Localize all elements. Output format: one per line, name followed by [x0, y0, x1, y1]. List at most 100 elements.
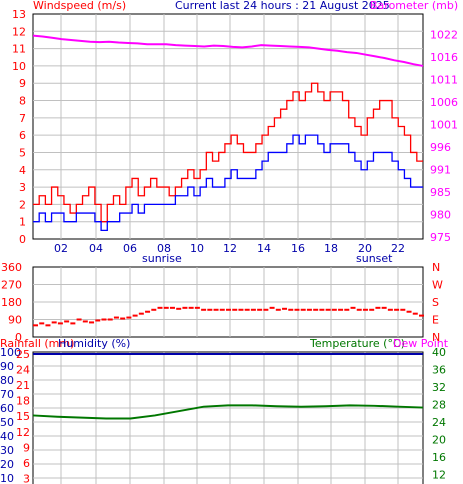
hour-tick: 12 — [223, 242, 237, 255]
direction-degree-tick: 0 — [15, 331, 22, 344]
hour-tick: 20 — [358, 242, 372, 255]
direction-point — [107, 318, 113, 321]
compass-tick: N — [432, 331, 440, 344]
humidity-axis-title: Humidity (%) — [58, 337, 130, 350]
direction-degree-labels: 0 90 180 270 360 — [1, 261, 22, 344]
compass-tick: W — [432, 279, 443, 292]
direction-point — [419, 314, 424, 317]
direction-point — [331, 308, 337, 311]
direction-point — [325, 308, 331, 311]
rain-tick: 6 — [23, 457, 30, 470]
direction-point — [207, 308, 213, 311]
windspeed-axis-title: Windspeed (m/s) — [33, 0, 126, 12]
direction-point — [406, 310, 412, 313]
barometer-tick: 1006 — [430, 96, 458, 109]
hour-tick: 16 — [291, 242, 305, 255]
hour-tick: 22 — [391, 242, 405, 255]
temperature-tick: 16 — [432, 451, 446, 464]
barometer-tick: 975 — [430, 231, 451, 244]
barometer-tick: 1022 — [430, 29, 458, 42]
compass-tick: S — [432, 296, 439, 309]
temperature-series — [32, 353, 424, 420]
direction-point — [350, 306, 356, 309]
direction-point — [120, 317, 126, 320]
direction-degree-tick: 270 — [1, 279, 22, 292]
direction-point — [157, 306, 163, 309]
direction-point — [275, 308, 281, 311]
barometer-tick: 985 — [430, 186, 451, 199]
direction-point — [45, 324, 51, 327]
barometer-tick: 996 — [430, 141, 451, 154]
rain-tick: 9 — [23, 441, 30, 454]
direction-point — [387, 308, 393, 311]
temperature-panel-grid — [33, 352, 423, 484]
direction-point — [226, 308, 231, 311]
barometer-tick-labels: 975 980 985 991 996 1001 1006 1011 1016 1022 — [430, 29, 458, 245]
hour-tick: 04 — [89, 242, 103, 255]
hour-tick: 08 — [157, 242, 171, 255]
direction-point — [263, 308, 269, 311]
rain-tick: 15 — [16, 410, 30, 423]
rainfall-axis-title: Rainfall (mm) — [0, 337, 74, 350]
direction-point — [288, 308, 294, 311]
direction-point — [126, 316, 132, 319]
direction-point — [219, 308, 225, 311]
windspeed-tick: 13 — [12, 8, 26, 21]
windspeed-tick: 2 — [19, 198, 26, 211]
sunrise-label: sunrise — [142, 252, 182, 265]
direction-point — [319, 308, 325, 311]
windspeed-tick: 3 — [19, 181, 26, 194]
windspeed-tick: 0 — [19, 233, 26, 246]
wind-speed-line — [33, 82, 423, 223]
humidity-tick: 60 — [0, 402, 14, 415]
rain-tick: 3 — [23, 472, 30, 484]
barometer-tick: 1001 — [430, 119, 458, 132]
direction-point — [300, 308, 306, 311]
direction-point — [70, 322, 76, 325]
windspeed-tick: 10 — [12, 60, 26, 73]
direction-point — [338, 308, 344, 311]
direction-point — [51, 321, 57, 324]
hour-tick-labels: 02 04 06 08 10 12 14 16 18 20 22 — [54, 242, 405, 255]
direction-panel-grid — [33, 267, 423, 337]
direction-point — [257, 308, 263, 311]
barometer-tick: 991 — [430, 164, 451, 177]
chart-title: Current last 24 hours : 21 August 2025 — [175, 0, 390, 12]
direction-point — [151, 308, 157, 311]
hour-tick: 02 — [54, 242, 68, 255]
dew-point-axis-title: Dew Point — [393, 337, 449, 350]
direction-point — [64, 320, 70, 323]
barometer-tick: 1011 — [430, 74, 458, 87]
barometer-tick: 1016 — [430, 51, 458, 64]
direction-point — [313, 308, 319, 311]
direction-point — [400, 308, 406, 311]
direction-point — [306, 308, 312, 311]
direction-point — [145, 310, 151, 313]
hour-tick: 10 — [190, 242, 204, 255]
temperature-tick: 32 — [432, 381, 446, 394]
direction-point — [138, 312, 144, 315]
windspeed-tick: 12 — [12, 25, 26, 38]
direction-point — [194, 306, 200, 309]
direction-point — [89, 321, 95, 324]
direction-point — [356, 308, 362, 311]
direction-point — [132, 314, 138, 317]
temperature-line — [32, 404, 424, 420]
direction-point — [188, 306, 194, 309]
direction-point — [282, 307, 288, 310]
direction-point — [182, 306, 188, 309]
direction-point — [238, 308, 244, 311]
windspeed-tick: 7 — [19, 112, 26, 125]
temperature-tick: 12 — [432, 469, 446, 482]
hour-tick: 06 — [123, 242, 137, 255]
direction-point — [201, 308, 207, 311]
direction-point — [344, 308, 350, 311]
direction-point — [412, 312, 418, 315]
direction-point — [82, 320, 88, 323]
humidity-tick: 40 — [0, 430, 14, 443]
direction-point — [169, 306, 175, 309]
windspeed-tick: 1 — [19, 216, 26, 229]
direction-point — [57, 322, 63, 325]
